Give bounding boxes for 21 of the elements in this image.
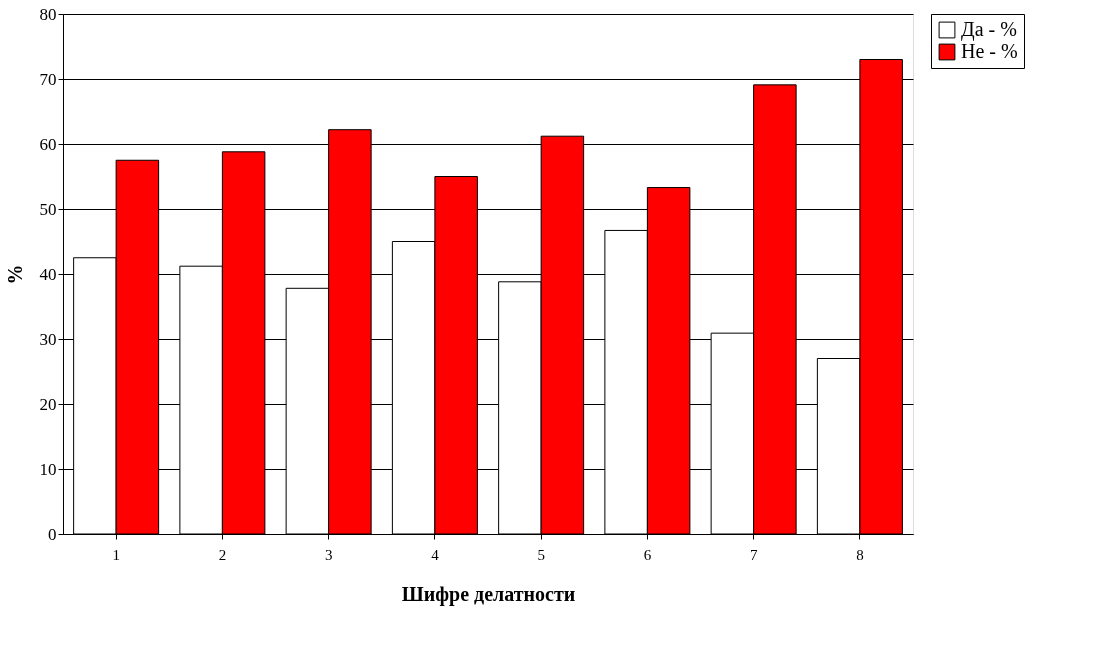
legend-label: Не - % [961, 40, 1018, 62]
y-tick-label: 10 [39, 459, 57, 479]
x-tick-label: 3 [324, 546, 333, 563]
x-axis-title: Шифре делатности [401, 582, 576, 606]
x-tick-label: 5 [537, 546, 545, 563]
legend-label: Да - % [961, 18, 1017, 41]
y-tick-label: 50 [39, 199, 57, 219]
y-tick-label: 60 [39, 134, 57, 154]
x-tick-label: 4 [431, 546, 440, 563]
y-tick-label: 0 [48, 524, 57, 544]
y-tick-label: 40 [39, 264, 57, 284]
y-tick-label: 30 [39, 329, 57, 349]
y-axis-title: % [3, 264, 26, 285]
y-tick-label: 70 [39, 69, 57, 89]
x-tick-label: 1 [112, 546, 120, 563]
x-tick-label: 8 [856, 546, 864, 563]
x-tick-label: 6 [643, 546, 652, 563]
x-tick-label: 7 [749, 546, 758, 563]
y-tick-label: 20 [39, 394, 57, 414]
y-tick-label: 80 [39, 4, 57, 24]
x-tick-label: 2 [218, 546, 227, 563]
